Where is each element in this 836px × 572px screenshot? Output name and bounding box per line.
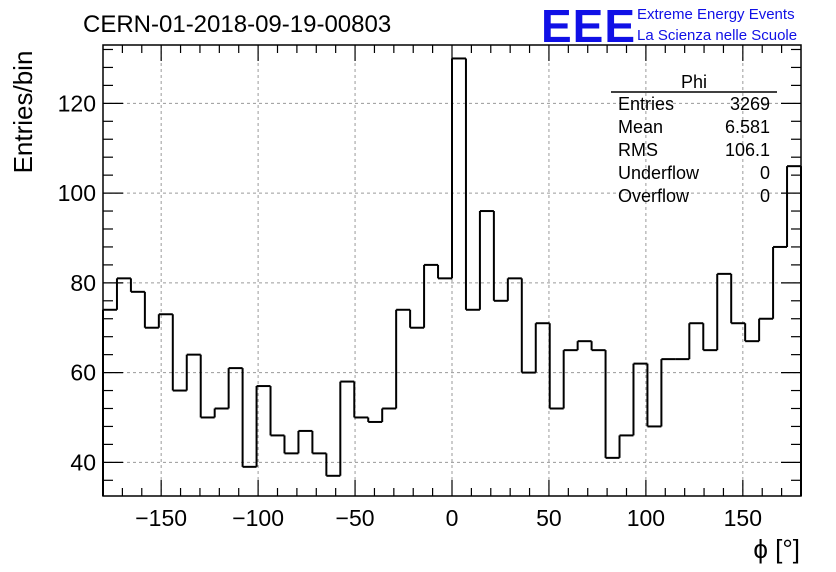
stats-value-underflow: 0: [760, 163, 770, 183]
logo-mark: EEE: [541, 0, 636, 52]
x-tick-label: 50: [536, 505, 562, 531]
stats-label-underflow: Underflow: [618, 163, 700, 183]
x-tick-label: −50: [336, 505, 375, 531]
stats-label-entries: Entries: [618, 94, 674, 114]
y-tick-label: 60: [70, 360, 96, 386]
y-tick-labels: 40 60 80 100 120: [58, 90, 96, 475]
x-tick-label: −150: [135, 505, 187, 531]
y-tick-label: 80: [70, 270, 96, 296]
y-tick-label: 120: [58, 90, 96, 116]
axis-ticks: [103, 45, 801, 496]
x-tick-labels: −150 −100 −50 0 50 100 150: [135, 505, 762, 531]
logo-line-2: La Scienza nelle Scuole: [637, 27, 797, 44]
y-axis-title: Entries/bin: [8, 51, 38, 174]
y-tick-label: 40: [70, 449, 96, 475]
stats-value-entries: 3269: [730, 94, 770, 114]
x-tick-label: −100: [232, 505, 284, 531]
x-tick-label: 0: [446, 505, 459, 531]
stats-title: Phi: [681, 72, 707, 92]
stats-label-rms: RMS: [618, 140, 658, 160]
stats-label-overflow: Overflow: [618, 186, 690, 206]
x-tick-label: 100: [627, 505, 665, 531]
logo-line-1: Extreme Energy Events: [637, 6, 795, 23]
eee-logo: EEE Extreme Energy Events La Scienza nel…: [541, 0, 797, 52]
stats-box: Phi Entries 3269 Mean 6.581 RMS 106.1 Un…: [611, 72, 777, 206]
x-tick-label: 150: [724, 505, 762, 531]
stats-label-mean: Mean: [618, 117, 663, 137]
stats-value-mean: 6.581: [725, 117, 770, 137]
stats-value-overflow: 0: [760, 186, 770, 206]
stats-value-rms: 106.1: [725, 140, 770, 160]
chart-title: CERN-01-2018-09-19-00803: [83, 11, 391, 38]
x-axis-title: ϕ [°]: [753, 534, 800, 564]
y-tick-label: 100: [58, 180, 96, 206]
